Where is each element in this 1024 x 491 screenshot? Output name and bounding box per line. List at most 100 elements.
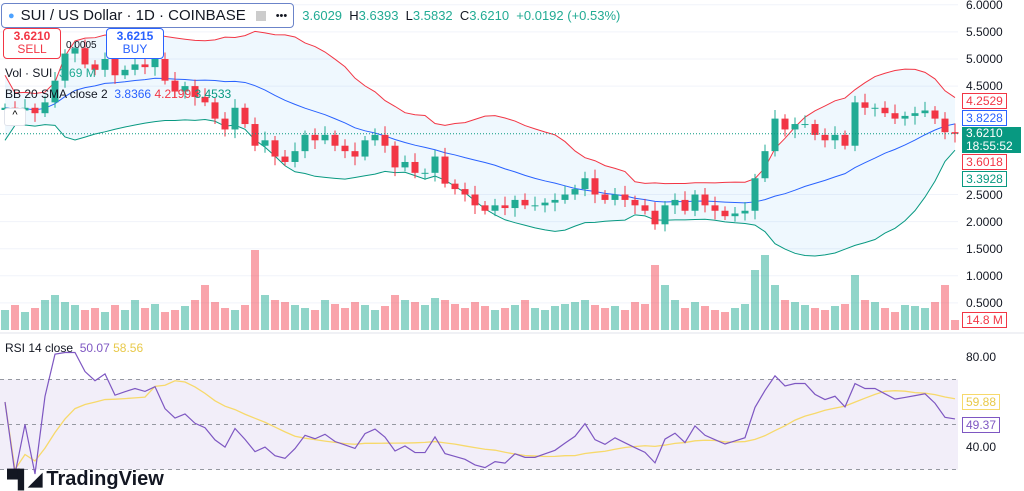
candle-body [631, 199, 639, 206]
volume-bar [921, 308, 929, 330]
flag-icon[interactable] [255, 10, 266, 21]
volume-bar [411, 302, 419, 330]
candle-body [351, 151, 359, 157]
tradingview-logo[interactable]: ▀▌◢ TradingView [7, 468, 164, 490]
candle-body [111, 59, 119, 76]
volume-bar [841, 304, 849, 330]
volume-bar [231, 310, 239, 330]
volume-bar [251, 250, 259, 330]
volume-bar [101, 312, 109, 330]
rsi-legend[interactable]: RSI 14 close 50.07 58.56 [5, 341, 144, 355]
candle-body [81, 48, 89, 65]
price-axis-label: 5.5000 [966, 24, 1003, 39]
more-options-button[interactable]: ••• [275, 9, 288, 22]
candle-body [221, 118, 229, 130]
rsi-ma-tag: 59.88 [962, 394, 1000, 410]
rsi-band [0, 379, 958, 470]
volume-bar [191, 300, 199, 330]
candle-body [231, 107, 239, 130]
volume-bar [261, 295, 269, 330]
volume-bar [701, 306, 709, 330]
candle-body [911, 113, 919, 116]
candle-body [501, 205, 509, 209]
candle-body [161, 59, 169, 81]
candle-body [691, 194, 699, 211]
volume-bar [831, 306, 839, 330]
volume-bar [851, 275, 859, 330]
volume-bar [91, 308, 99, 330]
candle-body [581, 178, 589, 190]
volume-bar [401, 300, 409, 330]
volume-bar [221, 308, 229, 330]
candle-body [101, 59, 109, 70]
volume-bar [481, 306, 489, 330]
volume-bar [571, 302, 579, 330]
volume-bar [611, 306, 619, 330]
bb-fill [5, 31, 955, 256]
sell-button[interactable]: 3.6210 SELL [3, 28, 61, 59]
symbol-header[interactable]: ● SUI / US Dollar · 1D · COINBASE ••• [1, 3, 295, 28]
volume-bar [891, 312, 899, 330]
volume-bar [911, 306, 919, 330]
bb-lower-line [4, 118, 956, 257]
candle-body [341, 145, 349, 152]
volume-legend[interactable]: Vol · SUI 3.69 M [5, 66, 96, 80]
volume-bar [371, 310, 379, 330]
volume-bar [421, 305, 429, 330]
price-axis-label: 1.5000 [966, 241, 1003, 256]
candle-body [951, 132, 959, 134]
volume-bar [671, 300, 679, 330]
candle-body [371, 134, 379, 141]
candle-body [711, 205, 719, 211]
volume-bar [561, 304, 569, 330]
volume-bar [441, 300, 449, 330]
candle-body [361, 140, 369, 157]
candle-body [151, 59, 159, 68]
volume-bar [161, 312, 169, 330]
volume-bar [51, 295, 59, 330]
buy-button[interactable]: 3.6215 BUY [106, 28, 164, 59]
sui-logo-icon: ● [8, 9, 15, 22]
volume-bar [211, 302, 219, 330]
volume-bar [631, 302, 639, 330]
volume-bar [521, 300, 529, 330]
volume-bar [491, 310, 499, 330]
candle-body [721, 210, 729, 217]
candle-body [131, 64, 139, 70]
candle-body [531, 205, 539, 207]
candle-body [171, 80, 179, 92]
candle-body [571, 189, 579, 195]
prev-close-tag: 3.6018 [962, 154, 1007, 170]
close-value: 3.6210 [469, 8, 510, 23]
volume-bar [381, 306, 389, 330]
candle-body [301, 134, 309, 152]
rsi-axis-label: 80.00 [966, 350, 997, 364]
candle-body [321, 134, 329, 141]
candle-body [91, 64, 99, 70]
volume-bar [691, 302, 699, 330]
price-axis-label: 4.5000 [966, 79, 1003, 94]
volume-bar [731, 308, 739, 330]
candle-body [931, 110, 939, 119]
volume-bar [471, 302, 479, 330]
high-value: 3.6393 [358, 8, 399, 23]
candle-body [241, 107, 249, 125]
candle-body [701, 194, 709, 206]
price-axis-label: 5.0000 [966, 52, 1003, 66]
volume-tag: 14.8 M [962, 312, 1007, 328]
volume-bar [511, 305, 519, 330]
candle-body [471, 194, 479, 206]
candle-body [541, 202, 549, 206]
candle-body [481, 205, 489, 211]
candle-body [611, 194, 619, 200]
volume-bar [791, 302, 799, 330]
volume-bar [711, 310, 719, 330]
candle-body [61, 53, 69, 81]
candle-body [781, 118, 789, 130]
bb-legend[interactable]: BB 20 SMA close 2 3.8366 4.2199 3.4533 [5, 87, 232, 101]
collapse-legend-button[interactable]: ^ [4, 108, 26, 126]
candle-body [871, 107, 879, 109]
candle-body [441, 156, 449, 184]
candle-body [881, 107, 889, 114]
